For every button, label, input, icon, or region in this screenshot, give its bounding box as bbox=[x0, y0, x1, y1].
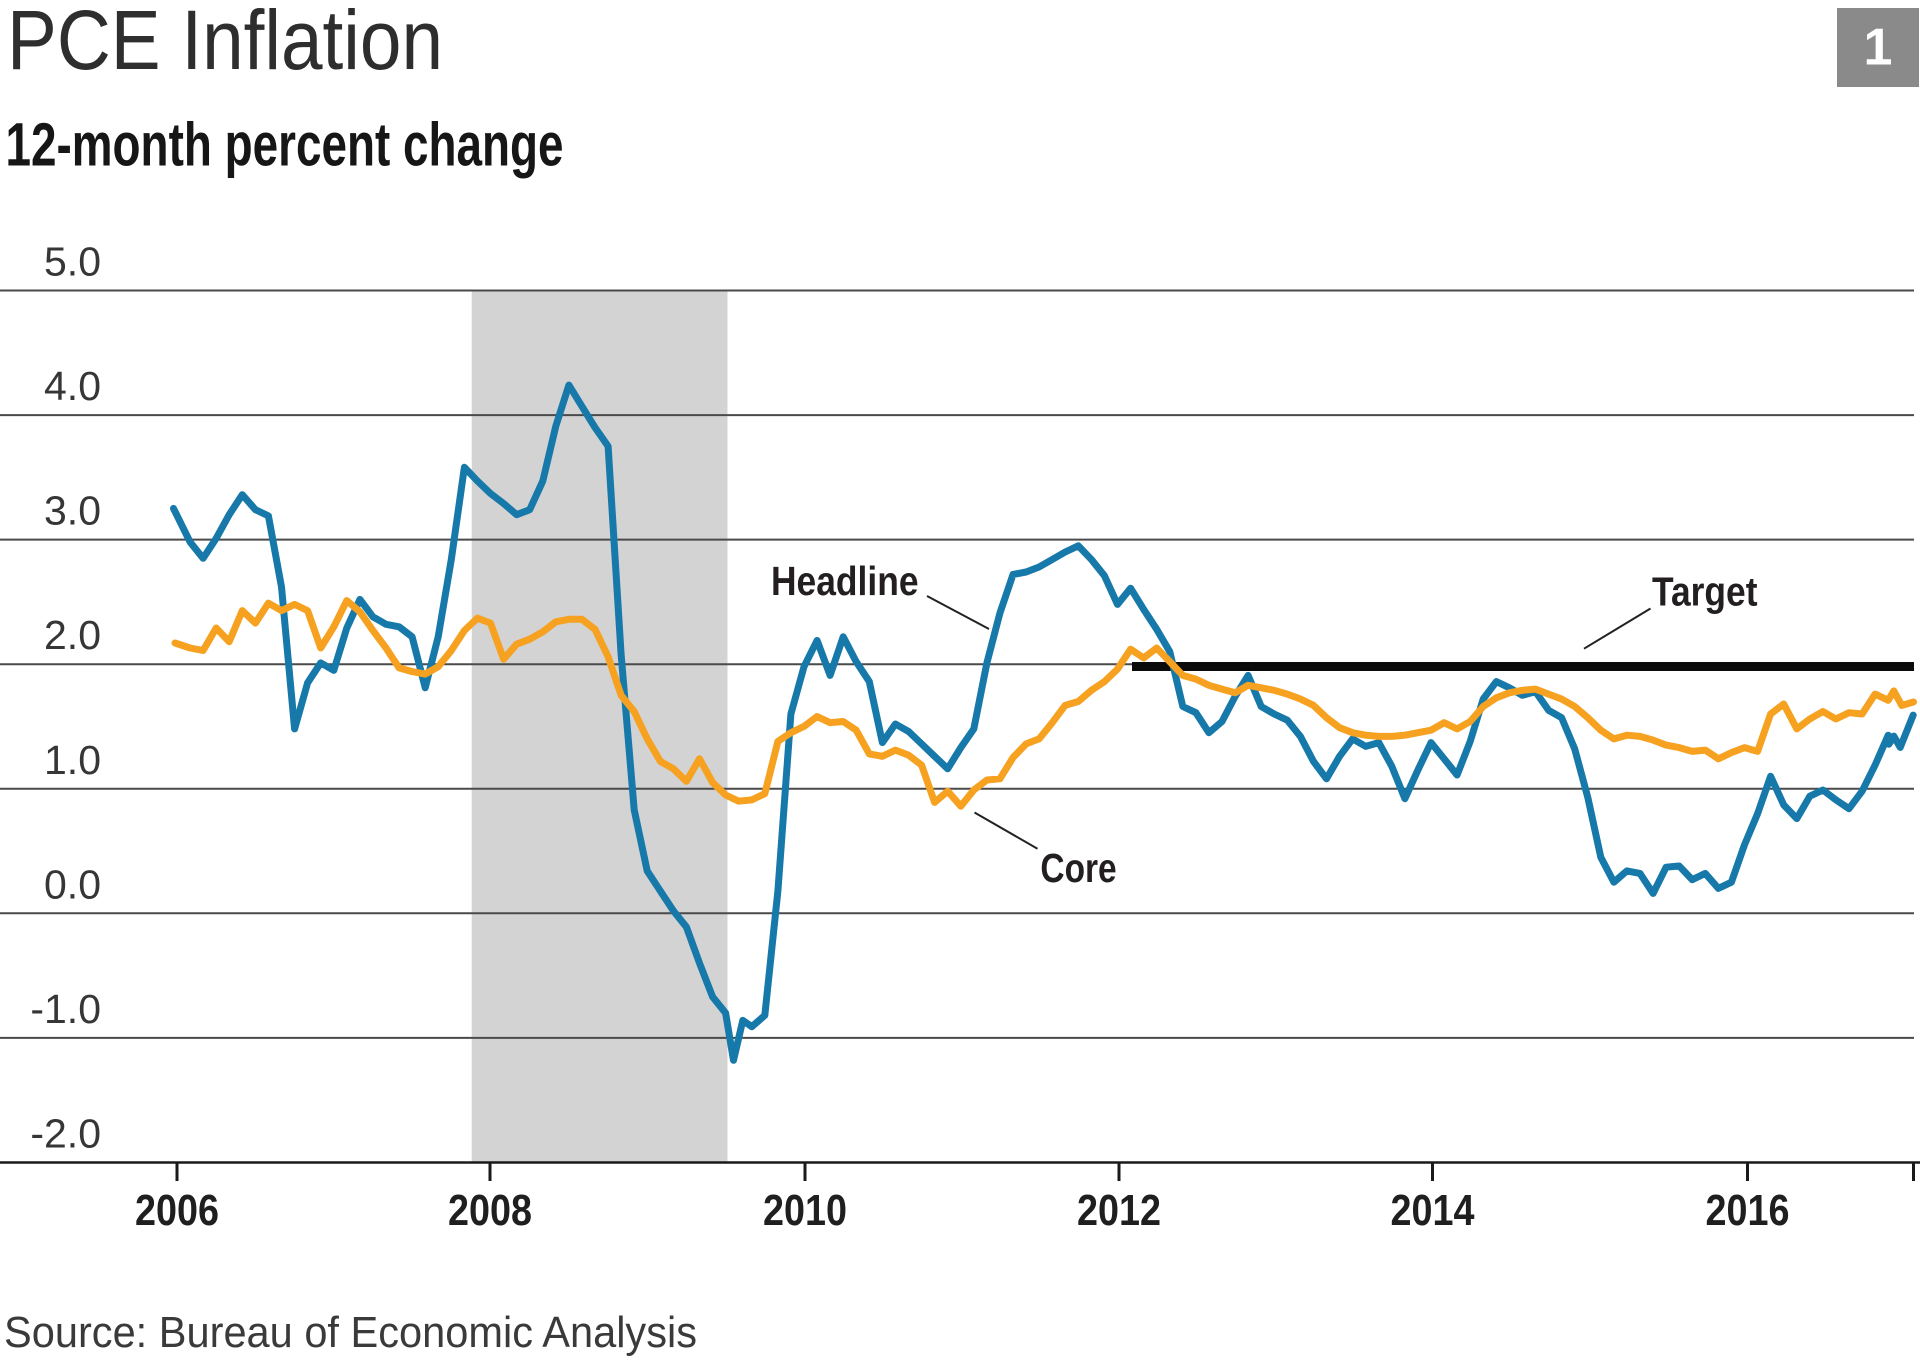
svg-text:2008: 2008 bbox=[448, 1186, 532, 1235]
svg-text:2014: 2014 bbox=[1391, 1186, 1475, 1235]
svg-text:3.0: 3.0 bbox=[44, 488, 101, 534]
svg-text:12-month percent change: 12-month percent change bbox=[6, 111, 564, 179]
svg-text:Core: Core bbox=[1040, 845, 1116, 891]
svg-text:2006: 2006 bbox=[135, 1186, 219, 1235]
svg-text:1: 1 bbox=[1864, 19, 1893, 77]
svg-text:2.0: 2.0 bbox=[44, 612, 101, 658]
svg-text:PCE Inflation: PCE Inflation bbox=[7, 0, 443, 87]
svg-text:-1.0: -1.0 bbox=[30, 986, 101, 1032]
svg-text:4.0: 4.0 bbox=[44, 363, 101, 409]
svg-text:2016: 2016 bbox=[1706, 1186, 1790, 1235]
svg-text:2012: 2012 bbox=[1077, 1186, 1161, 1235]
svg-text:Source: Bureau of Economic Ana: Source: Bureau of Economic Analysis bbox=[4, 1308, 697, 1357]
svg-text:-2.0: -2.0 bbox=[30, 1111, 101, 1157]
svg-text:Headline: Headline bbox=[771, 558, 919, 604]
svg-text:1.0: 1.0 bbox=[44, 737, 101, 783]
svg-text:5.0: 5.0 bbox=[44, 239, 101, 285]
svg-text:Target: Target bbox=[1652, 569, 1758, 615]
svg-text:0.0: 0.0 bbox=[44, 861, 101, 907]
svg-text:2010: 2010 bbox=[763, 1186, 847, 1235]
